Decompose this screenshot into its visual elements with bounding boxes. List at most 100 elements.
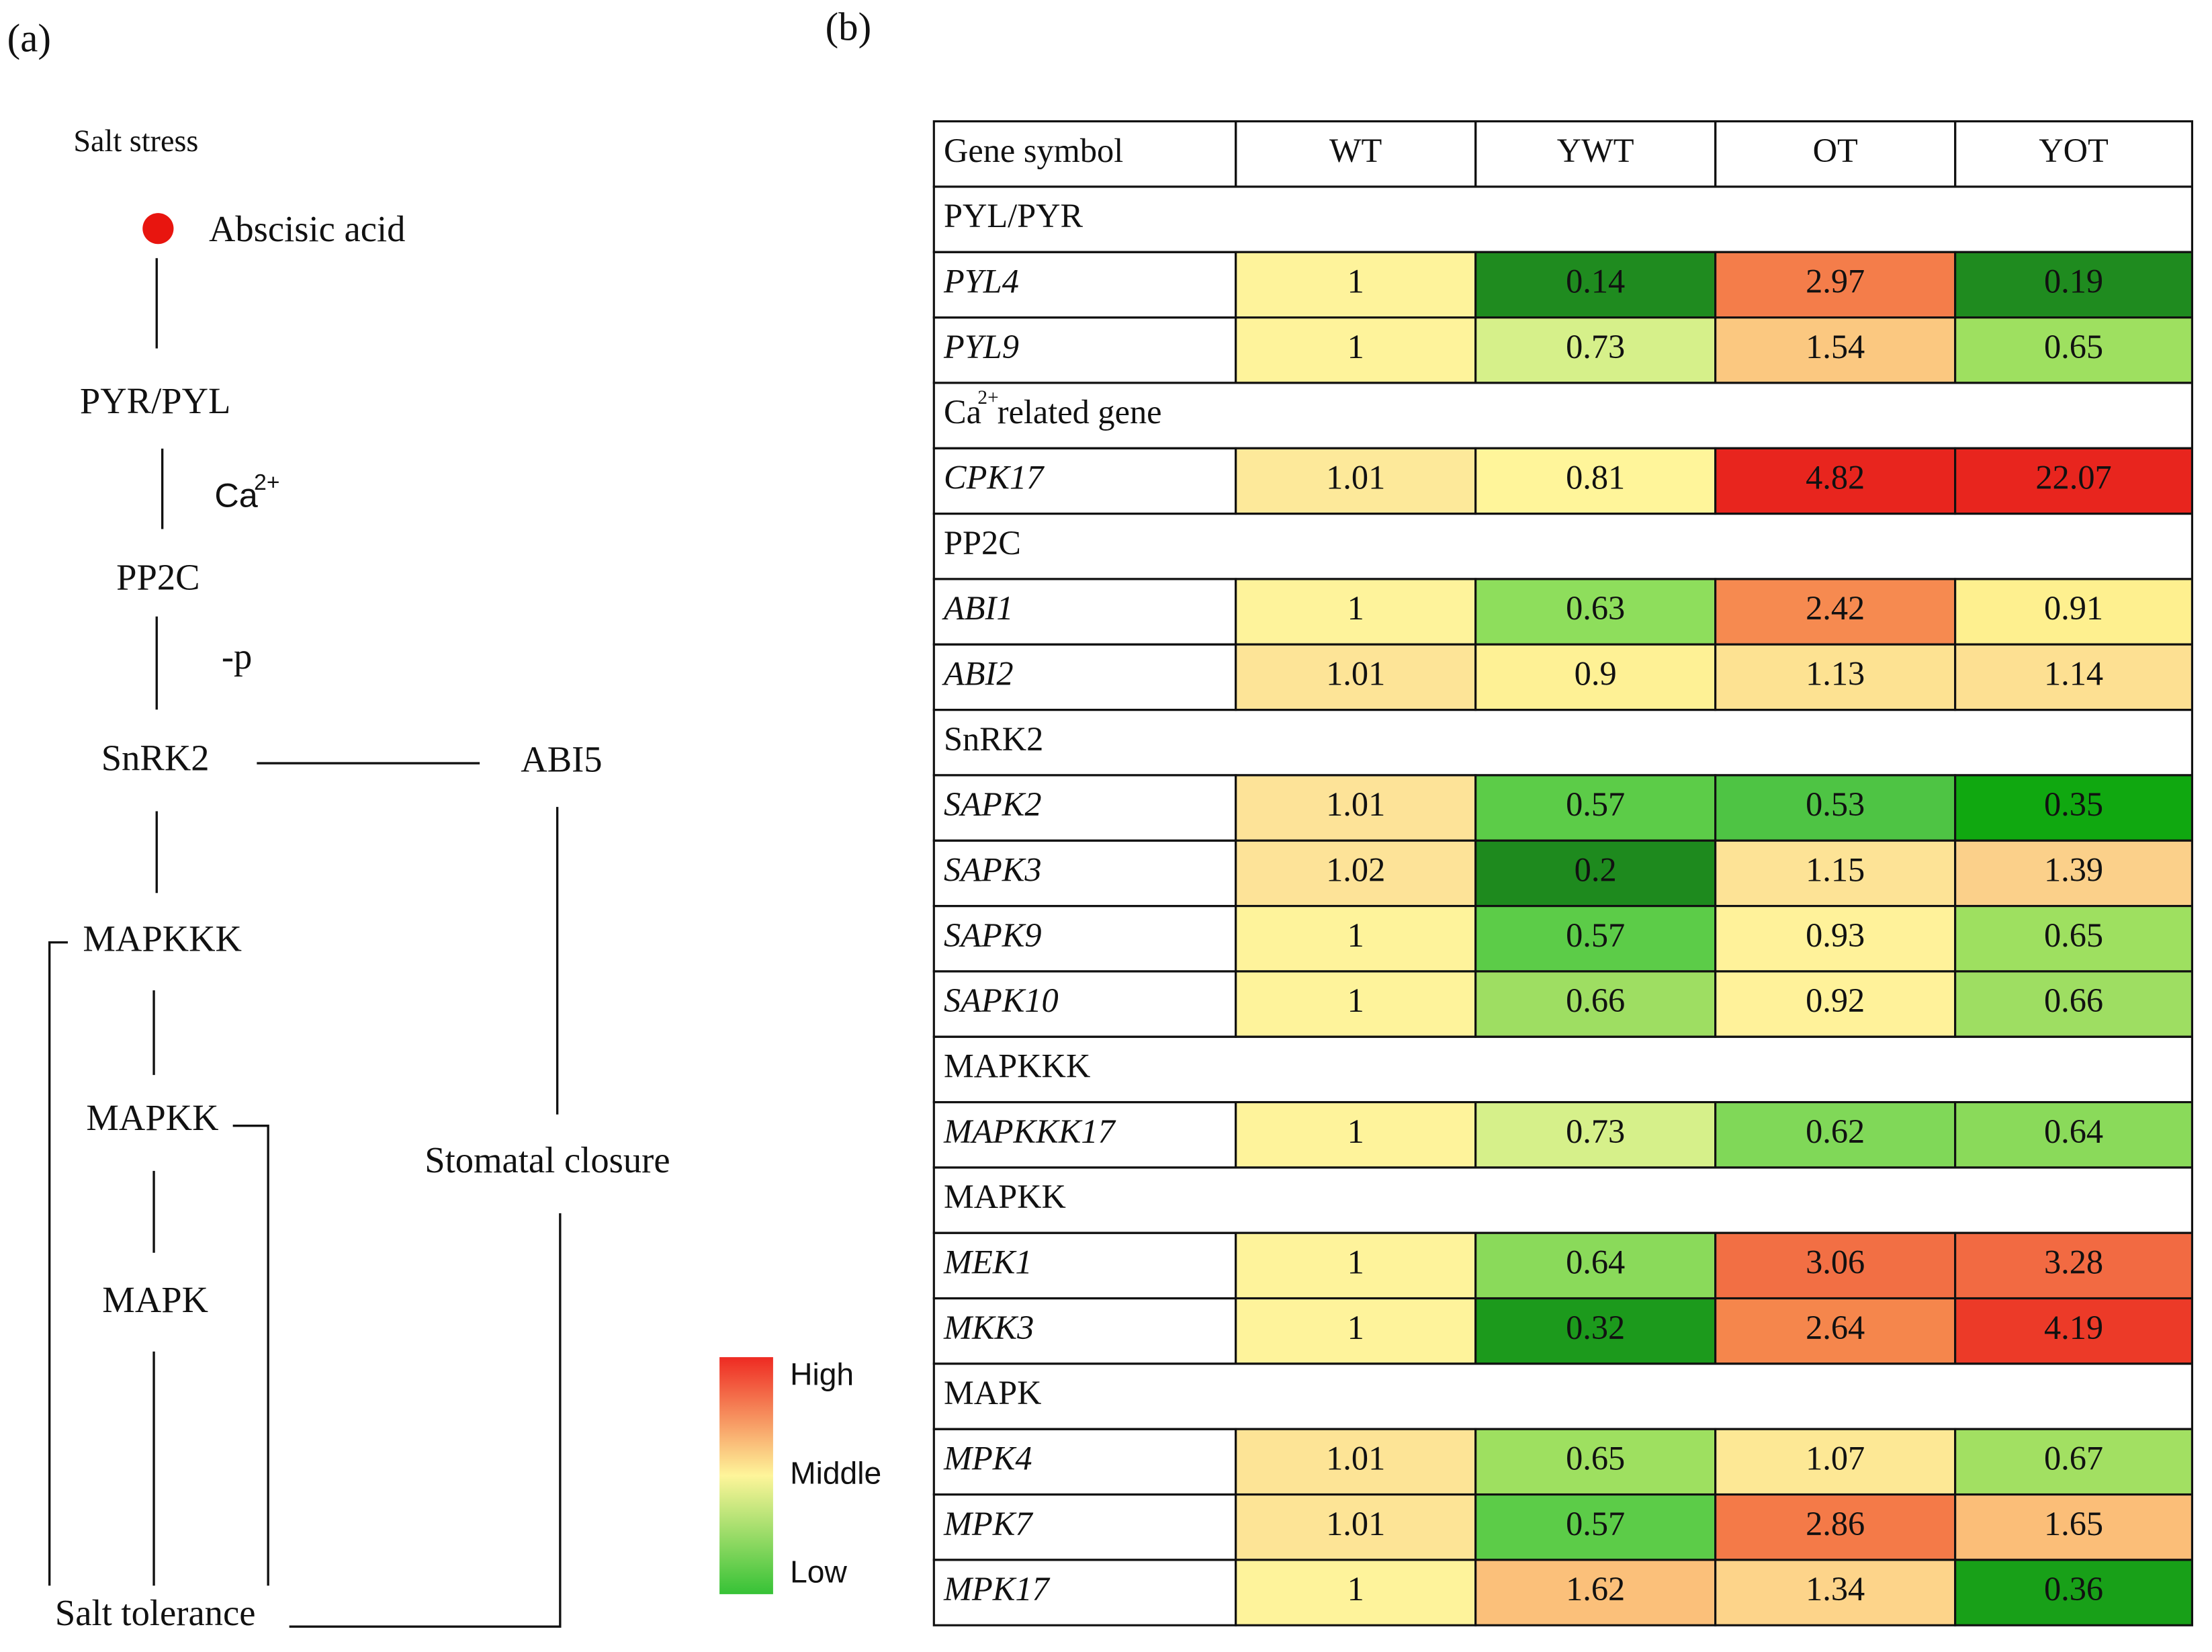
cell-value: 0.57: [1566, 1505, 1625, 1542]
pathway-node: Salt stress: [73, 124, 198, 158]
heatmap-cell: [1235, 643, 1477, 711]
heatmap-cell: [1474, 1428, 1717, 1496]
legend-label: High: [790, 1357, 854, 1392]
heatmap-cell: [1714, 1493, 1957, 1561]
heatmap-cell: [1474, 1493, 1717, 1561]
cell-value: 2.64: [1806, 1309, 1865, 1346]
gene-symbol: ABI1: [942, 589, 1014, 627]
cell-value: 0.65: [2044, 328, 2103, 365]
section-name: PP2C: [944, 524, 1021, 562]
gene-symbol: MEK1: [943, 1243, 1032, 1280]
pathway-node: MAPKK: [86, 1097, 218, 1138]
heatmap-cell: [1714, 251, 1957, 319]
heatmap-cell: [1235, 970, 1477, 1038]
gene-symbol: MPK7: [943, 1505, 1033, 1542]
column-header: YOT: [2039, 132, 2109, 169]
cell-value: 1: [1347, 1570, 1364, 1608]
heatmap-cell: [1954, 839, 2194, 908]
cell-value: 0.2: [1575, 851, 1617, 888]
heatmap-cell: [1474, 578, 1717, 646]
gene-symbol: MAPKKK17: [943, 1113, 1116, 1150]
heatmap-cell: [1474, 643, 1717, 711]
cell-border: [932, 185, 2194, 253]
cell-value: 1: [1347, 982, 1364, 1019]
heatmap-cell: [1235, 578, 1477, 646]
heatmap-cell: [1954, 447, 2194, 515]
gene-symbol: SAPK3: [944, 851, 1042, 888]
heatmap-cell: [1474, 904, 1717, 973]
connector: [232, 1125, 269, 1586]
cell-border: [932, 1362, 2194, 1430]
cell-value: 3.06: [1806, 1243, 1865, 1280]
pathway-node: Stomatal closure: [425, 1139, 670, 1180]
section-name: MAPKK: [944, 1178, 1066, 1215]
heatmap-cell: [1235, 316, 1477, 384]
abscisic-acid-dot: [142, 213, 174, 245]
legend-label: Middle: [790, 1456, 881, 1491]
heatmap-cell: [1954, 970, 2194, 1038]
heatmap-cell: [1954, 1100, 2194, 1169]
gene-symbol: SAPK2: [944, 785, 1042, 823]
section-name: MAPK: [944, 1374, 1042, 1411]
cell-border: [932, 1166, 2194, 1234]
cell-value: 1.13: [1806, 654, 1865, 692]
panel-label: (b): [826, 5, 872, 49]
cell-value: 0.19: [2044, 262, 2103, 300]
heatmap-cell: [1714, 447, 1957, 515]
gene-symbol: MPK17: [943, 1570, 1051, 1608]
gene-symbol: PYL4: [943, 262, 1019, 300]
connector: [48, 941, 68, 1586]
cell-value: 0.67: [2044, 1439, 2103, 1477]
heatmap-cell: [1954, 251, 2194, 319]
cell-border: [932, 1035, 2194, 1104]
heatmap-cell: [1714, 1428, 1957, 1496]
pathway-node: -p: [222, 636, 252, 677]
cell-value: 0.32: [1566, 1309, 1625, 1346]
heatmap-cell: [1714, 904, 1957, 973]
cell-value: 0.65: [2044, 916, 2103, 954]
cell-value: 2.97: [1806, 262, 1865, 300]
cell-value: 0.66: [1566, 982, 1625, 1019]
gene-symbol: CPK17: [944, 458, 1045, 496]
cell-value: 1: [1347, 262, 1364, 300]
heatmap-cell: [1954, 1231, 2194, 1300]
cell-value: 1.01: [1326, 1505, 1385, 1542]
heatmap-cell: [1474, 316, 1717, 384]
cell-value: 1.02: [1326, 851, 1385, 888]
heatmap-cell: [1954, 774, 2194, 842]
pathway-node: MAPKKK: [83, 918, 242, 959]
heatmap-cell: [1235, 1559, 1477, 1626]
heatmap-cell: [1235, 1231, 1477, 1300]
cell-value: 0.66: [2044, 982, 2103, 1019]
cell-value: 1.34: [1806, 1570, 1865, 1608]
cell-value: 0.57: [1566, 785, 1625, 823]
heatmap-cell: [1954, 1428, 2194, 1496]
cell-value: 0.91: [2044, 589, 2103, 627]
heatmap-cell: [1714, 643, 1957, 711]
cell-value: 1: [1347, 328, 1364, 365]
gene-symbol: SAPK9: [944, 916, 1042, 954]
heatmap-cell: [1474, 1100, 1717, 1169]
pathway-node: Abscisic acid: [209, 208, 406, 249]
cell-value: 0.35: [2044, 785, 2103, 823]
cell-value: 1: [1347, 1309, 1364, 1346]
cell-value: 4.82: [1806, 458, 1865, 496]
cell-value: 1.01: [1326, 458, 1385, 496]
heatmap-cell: [1714, 1297, 1957, 1365]
heatmap-cell: [1714, 1231, 1957, 1300]
cell-value: 0.63: [1566, 589, 1625, 627]
panel-label: (a): [7, 16, 51, 60]
heatmap-cell: [1954, 1493, 2194, 1561]
cell-value: 0.14: [1566, 262, 1625, 300]
heatmap-cell: [1954, 578, 2194, 646]
cell-value: 1: [1347, 916, 1364, 954]
heatmap-cell: [1474, 1297, 1717, 1365]
section-superscript: 2+: [977, 387, 998, 408]
heatmap-cell: [1954, 643, 2194, 711]
cell-value: 1.14: [2044, 654, 2103, 692]
ion-label: Ca: [214, 476, 258, 515]
column-header: WT: [1329, 132, 1382, 169]
section-name: SnRK2: [944, 720, 1043, 758]
pathway-diagram: Salt stress Abscisic acid PYR/PYL PP2C -p SnR…: [48, 124, 670, 1633]
